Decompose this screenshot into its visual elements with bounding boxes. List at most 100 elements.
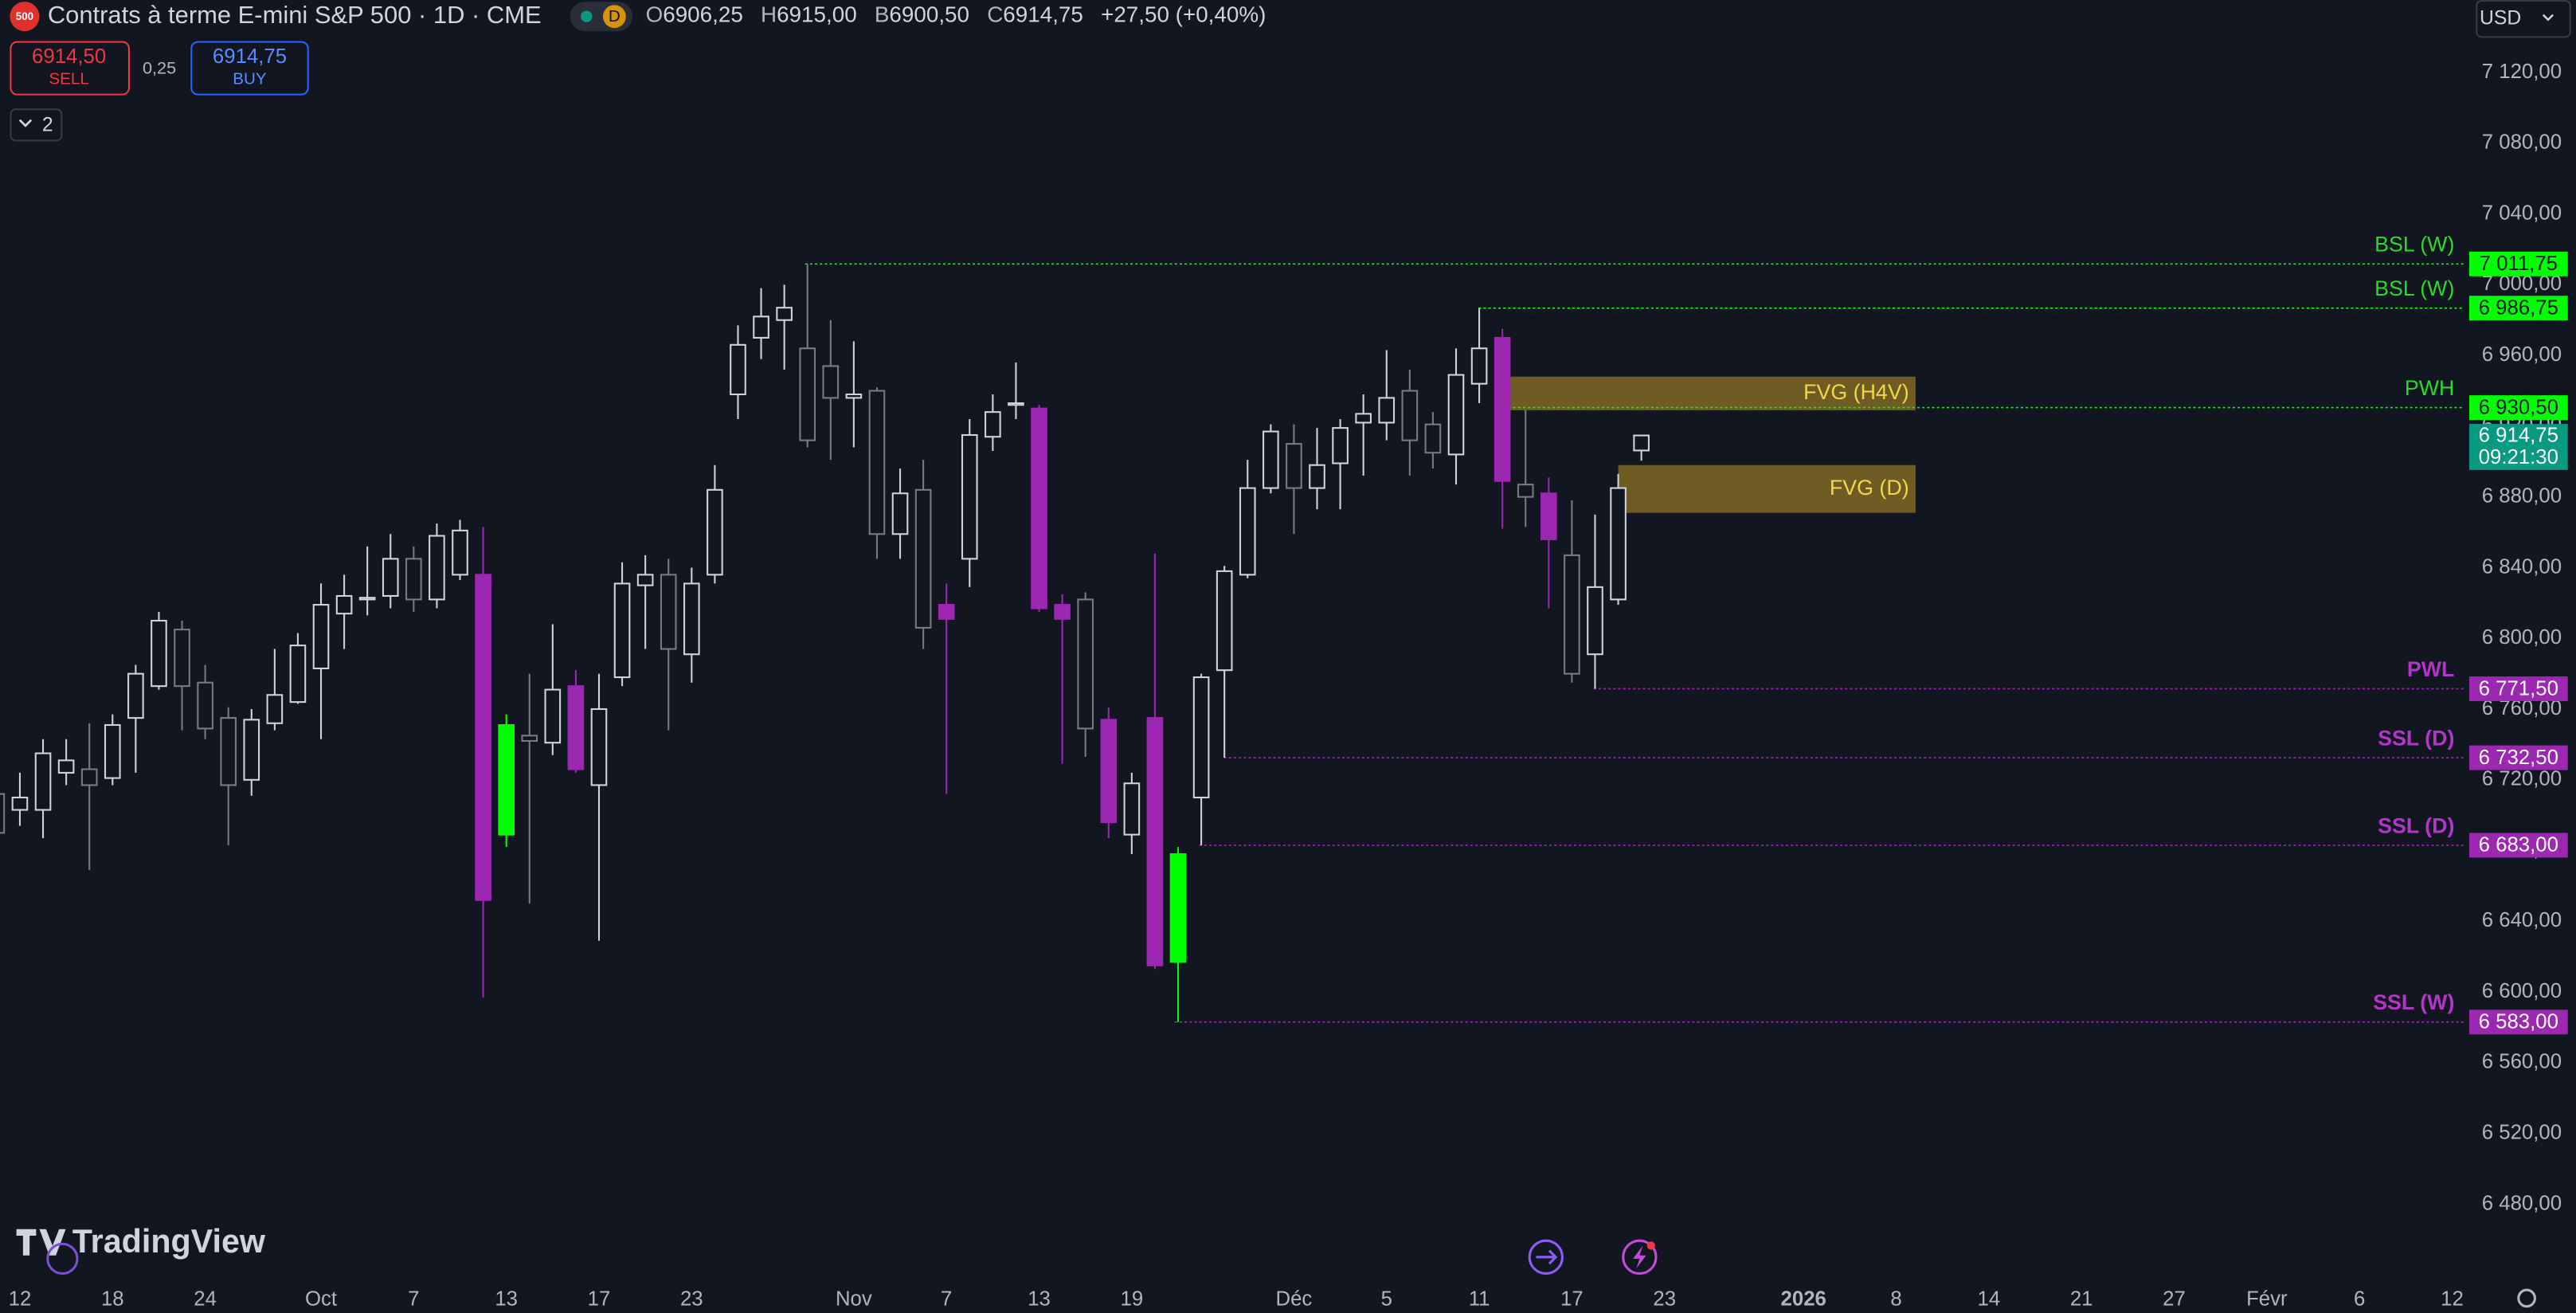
candle-body bbox=[1447, 374, 1465, 456]
y-tick-label: 6 720,00 bbox=[2482, 768, 2562, 790]
symbol-title[interactable]: Contrats à terme E-mini S&P 500 · 1D · C… bbox=[48, 1, 542, 29]
candle-body bbox=[1263, 430, 1279, 489]
level-label: PWH bbox=[2405, 376, 2455, 400]
x-tick-label: Déc bbox=[1276, 1288, 1313, 1310]
candle-body bbox=[1633, 434, 1650, 452]
candle-body bbox=[1239, 487, 1256, 576]
candle-body bbox=[660, 574, 677, 650]
notification-dot bbox=[1646, 1241, 1655, 1250]
candle-body bbox=[1031, 407, 1047, 609]
x-tick-label: 12 bbox=[9, 1288, 32, 1310]
candle-body bbox=[1355, 413, 1372, 424]
sell-button[interactable] bbox=[10, 41, 130, 96]
candle-body bbox=[1008, 402, 1024, 406]
x-tick-label: 2026 bbox=[1781, 1288, 1826, 1310]
level-price-box bbox=[2468, 833, 2568, 858]
replay-icon[interactable] bbox=[1528, 1239, 1564, 1276]
fvg-label: FVG (H4V) bbox=[1803, 380, 1909, 404]
fvg-label: FVG (D) bbox=[1830, 476, 1909, 500]
candle-body bbox=[1517, 484, 1534, 498]
bolt-icon bbox=[1633, 1245, 1646, 1269]
y-tick-label: 7 080,00 bbox=[2482, 131, 2562, 154]
candle-body bbox=[544, 688, 562, 744]
settings-icon[interactable] bbox=[2517, 1288, 2536, 1308]
candle-body bbox=[1541, 492, 1557, 540]
candle-body bbox=[1169, 852, 1187, 963]
x-tick-label: 5 bbox=[1381, 1288, 1392, 1310]
level-price-label: 6 732,50 bbox=[2479, 747, 2558, 769]
candle-body bbox=[429, 535, 445, 601]
x-tick-label: 6 bbox=[2354, 1288, 2365, 1310]
candle-body bbox=[174, 629, 190, 688]
candle-body bbox=[335, 594, 353, 615]
y-tick-label: 7 120,00 bbox=[2482, 61, 2562, 83]
candle-body bbox=[80, 768, 98, 786]
brand-name: TradingView bbox=[72, 1223, 266, 1260]
y-tick-label: 6 800,00 bbox=[2482, 626, 2562, 649]
y-tick-label: 6 560,00 bbox=[2482, 1051, 2562, 1073]
plot-area: 6 480,00 6 520,00 6 560,00 6 600,00 6 640,00… bbox=[0, 61, 2568, 1310]
ohlc-legend: O6906,25 H6915,00 B6900,50 C6914,75 +27,… bbox=[646, 2, 1266, 27]
candle-body bbox=[452, 529, 468, 576]
buy-price[interactable]: 6914,75 bbox=[213, 45, 287, 68]
ohlc-key: C bbox=[987, 2, 1003, 27]
candle-body bbox=[776, 307, 793, 321]
buy-label[interactable]: BUY bbox=[233, 70, 267, 88]
buy-button[interactable] bbox=[190, 41, 309, 96]
change: +27,50 (+0,40%) bbox=[1101, 2, 1266, 27]
candle-body bbox=[1401, 390, 1419, 441]
y-tick-label: 7 000,00 bbox=[2482, 272, 2562, 295]
candle-body bbox=[985, 411, 1001, 438]
candle-body bbox=[1494, 336, 1511, 482]
x-tick-label: 17 bbox=[588, 1288, 611, 1310]
ohlc-key: O bbox=[646, 2, 664, 27]
candle-body bbox=[197, 681, 213, 730]
candle-body bbox=[312, 604, 330, 669]
candle-body bbox=[683, 582, 700, 656]
candle-body bbox=[1123, 782, 1141, 836]
level-price-label: 6 583,00 bbox=[2479, 1011, 2558, 1033]
fvg-zone bbox=[1618, 464, 1916, 513]
x-tick-label: 13 bbox=[1028, 1288, 1051, 1310]
candle-body bbox=[1610, 487, 1627, 601]
sell-label[interactable]: SELL bbox=[49, 70, 88, 88]
candle-body bbox=[1192, 676, 1210, 799]
currency[interactable]: USD bbox=[2480, 7, 2521, 29]
level-price-box bbox=[2468, 676, 2568, 701]
indicators-toggle[interactable] bbox=[10, 108, 63, 142]
level-price-box bbox=[2468, 1009, 2568, 1035]
level-label: BSL (W) bbox=[2374, 276, 2454, 300]
candle-body bbox=[521, 735, 538, 742]
candle-body bbox=[753, 316, 769, 339]
arrow-icon bbox=[1536, 1249, 1558, 1265]
level-price-box bbox=[2468, 296, 2568, 321]
indicators-count[interactable]: 2 bbox=[42, 114, 53, 135]
candle-body bbox=[220, 717, 237, 786]
y-tick-label: 6 880,00 bbox=[2482, 484, 2562, 507]
candle-body bbox=[961, 433, 978, 560]
replay-icon[interactable] bbox=[46, 1242, 79, 1276]
candle-body bbox=[938, 604, 955, 620]
candle-body bbox=[613, 582, 631, 679]
x-tick-label: 8 bbox=[1890, 1288, 1901, 1310]
candle-body bbox=[1216, 570, 1233, 672]
candle-body bbox=[405, 558, 422, 601]
sell-price[interactable]: 6914,50 bbox=[32, 45, 106, 68]
x-tick-label: 27 bbox=[2163, 1288, 2186, 1310]
candle-body bbox=[799, 347, 816, 441]
symbol-badge: 500 bbox=[16, 10, 33, 22]
currency-button[interactable] bbox=[2476, 0, 2571, 38]
x-tick-label: 12 bbox=[2441, 1288, 2464, 1310]
candle-body bbox=[1564, 554, 1580, 675]
candle-body bbox=[358, 597, 376, 601]
candle-body bbox=[243, 719, 260, 781]
level-label: PWL bbox=[2407, 657, 2455, 681]
y-tick-label: 6 520,00 bbox=[2482, 1121, 2562, 1143]
chevron-icon bbox=[2542, 14, 2554, 22]
interval-badge-bg bbox=[602, 5, 626, 29]
candle-body bbox=[1286, 443, 1302, 489]
level-price-label: 7 011,75 bbox=[2480, 253, 2558, 275]
alert-icon[interactable] bbox=[1622, 1239, 1658, 1276]
